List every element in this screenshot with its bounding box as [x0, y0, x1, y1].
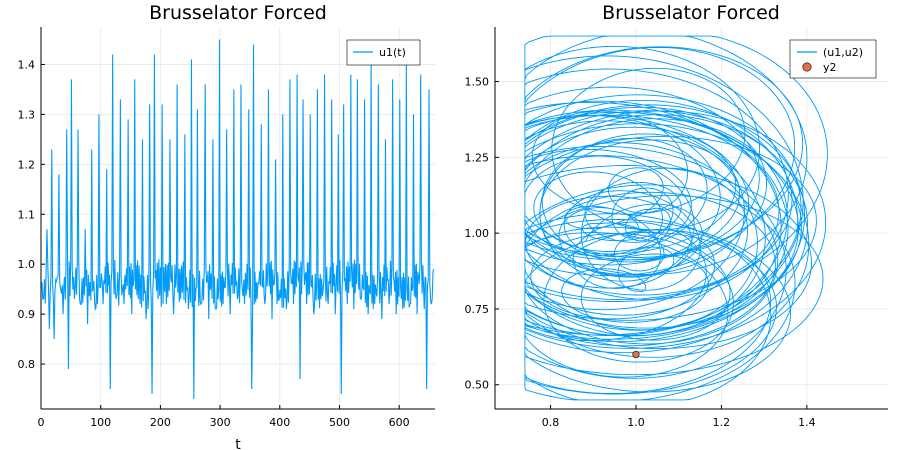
phase-trajectory-line: [524, 35, 828, 401]
x-tick-label: 0.8: [542, 416, 560, 429]
x-tick-label: 400: [269, 416, 290, 429]
phase-plot-title: Brusselator Forced: [602, 2, 780, 24]
y-tick-label: 1.25: [465, 151, 490, 164]
y-tick-label: 1.0: [18, 258, 36, 271]
x-tick-label: 100: [90, 416, 111, 429]
y-tick-label: 1.3: [18, 108, 36, 121]
x-tick-label: 1.2: [713, 416, 731, 429]
x-tick-label: 1.0: [627, 416, 645, 429]
u1-series-line: [40, 39, 435, 400]
legend-label-u1-u2: (u1,u2): [823, 46, 863, 59]
x-tick-label: 0: [38, 416, 45, 429]
y-tick-label: 1.00: [465, 227, 490, 240]
y-tick-label: 0.50: [465, 379, 490, 392]
time-series-plot: Brusselator Forced 0 100 200 300 400 500 600 0…: [18, 2, 435, 450]
phase-plot-legend: (u1,u2) y2: [789, 39, 877, 79]
time-series-title: Brusselator Forced: [149, 2, 327, 24]
y-tick-label: 0.9: [18, 308, 36, 321]
y-tick-label: 0.75: [465, 303, 490, 316]
time-series-grid: [40, 27, 435, 409]
time-series-y-ticks: 0.8 0.9 1.0 1.1 1.2 1.3 1.4: [18, 58, 45, 371]
phase-plot-x-ticks: 0.8 1.0 1.2 1.4: [542, 405, 816, 429]
legend-box: [789, 39, 877, 79]
y-tick-label: 1.4: [18, 58, 36, 71]
legend-label-y2: y2: [823, 61, 837, 74]
y-tick-label: 1.50: [465, 76, 490, 89]
x-tick-label: 600: [389, 416, 410, 429]
x-tick-label: 200: [150, 416, 171, 429]
y-tick-label: 1.2: [18, 158, 36, 171]
time-series-x-ticks: 0 100 200 300 400 500 600: [38, 405, 410, 429]
x-tick-label: 1.4: [798, 416, 816, 429]
time-series-legend: u1(t): [346, 39, 421, 66]
phase-plot: Brusselator Forced 0.8 1.0 1.2 1.4 0.50 0.75…: [465, 2, 888, 429]
x-tick-label: 500: [329, 416, 350, 429]
y-tick-label: 0.8: [18, 358, 36, 371]
legend-marker-swatch: [802, 62, 812, 72]
x-tick-label: 300: [210, 416, 231, 429]
phase-plot-y-ticks: 0.50 0.75 1.00 1.25 1.50: [465, 76, 499, 392]
y-tick-label: 1.1: [18, 208, 36, 221]
time-series-x-label: t: [235, 437, 241, 450]
legend-label-u1: u1(t): [379, 46, 406, 59]
y2-marker-point: [632, 350, 640, 359]
